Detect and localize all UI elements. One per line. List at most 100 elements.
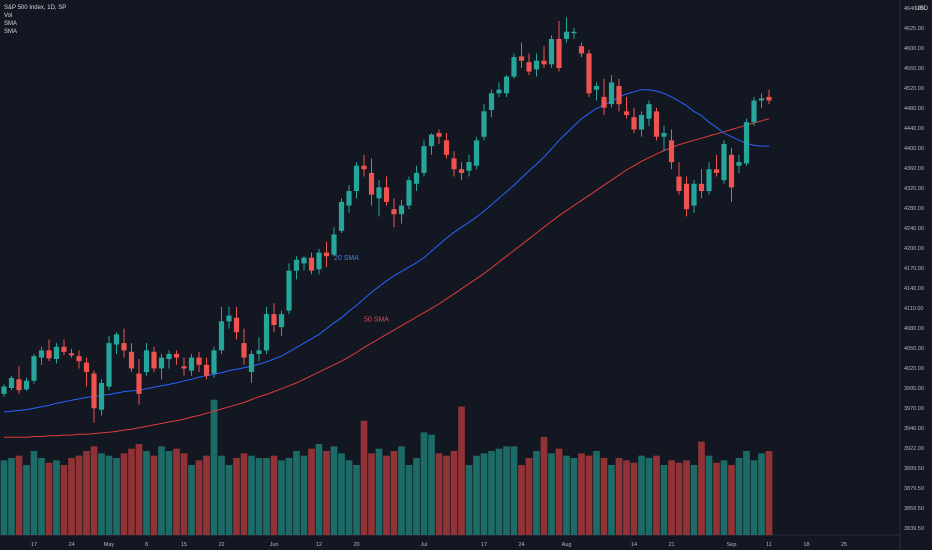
candle-body[interactable] xyxy=(668,140,675,163)
volume-bar[interactable] xyxy=(300,455,308,535)
candle-body[interactable] xyxy=(143,350,150,373)
volume-bar[interactable] xyxy=(563,455,570,535)
candle-body[interactable] xyxy=(248,353,255,373)
candle-body[interactable] xyxy=(653,111,660,137)
volume-bar[interactable] xyxy=(638,455,645,535)
candle-body[interactable] xyxy=(526,62,532,72)
candle-body[interactable] xyxy=(151,351,157,369)
volume-bar[interactable] xyxy=(23,465,30,535)
volume-bar[interactable] xyxy=(113,458,120,535)
volume-bar[interactable] xyxy=(353,465,360,535)
volume-bar[interactable] xyxy=(675,462,683,535)
volume-bar[interactable] xyxy=(240,453,248,535)
candle-body[interactable] xyxy=(53,346,60,360)
candle-body[interactable] xyxy=(758,98,765,101)
volume-bar[interactable] xyxy=(600,458,608,535)
candle-body[interactable] xyxy=(338,201,345,231)
candle-body[interactable] xyxy=(511,57,517,77)
candle-body[interactable] xyxy=(751,100,757,123)
volume-bar[interactable] xyxy=(443,455,450,535)
candle-body[interactable] xyxy=(713,169,720,173)
candle-body[interactable] xyxy=(683,183,690,210)
candle-body[interactable] xyxy=(473,140,480,166)
volume-bar[interactable] xyxy=(285,458,293,535)
volume-bar[interactable] xyxy=(473,455,480,535)
candle-body[interactable] xyxy=(188,357,195,371)
volume-bar[interactable] xyxy=(533,451,540,535)
volume-bar[interactable] xyxy=(323,451,330,535)
candle-body[interactable] xyxy=(271,314,277,325)
volume-bar[interactable] xyxy=(315,444,323,535)
volume-bar[interactable] xyxy=(53,460,60,535)
volume-bar[interactable] xyxy=(510,446,518,535)
candle-body[interactable] xyxy=(548,38,555,65)
legend-sma-2[interactable]: SMA xyxy=(4,29,18,35)
candle-body[interactable] xyxy=(503,76,510,94)
candle-body[interactable] xyxy=(316,252,322,270)
candle-body[interactable] xyxy=(226,315,232,322)
candle-body[interactable] xyxy=(421,146,427,173)
volume-bar[interactable] xyxy=(750,460,758,535)
candle-body[interactable] xyxy=(1,386,7,394)
volume-bar[interactable] xyxy=(585,455,593,535)
candle-body[interactable] xyxy=(593,86,600,90)
candle-body[interactable] xyxy=(331,234,337,255)
candle-body[interactable] xyxy=(158,357,165,369)
candle-body[interactable] xyxy=(728,154,735,188)
volume-bar[interactable] xyxy=(188,465,195,535)
volume-bar[interactable] xyxy=(308,448,315,535)
candle-body[interactable] xyxy=(68,353,75,356)
volume-bar[interactable] xyxy=(713,462,720,535)
candle-body[interactable] xyxy=(488,93,495,110)
candle-body[interactable] xyxy=(128,351,135,369)
volume-bar[interactable] xyxy=(83,451,90,535)
volume-bar[interactable] xyxy=(518,465,525,535)
candle-body[interactable] xyxy=(586,53,592,94)
volume-bar[interactable] xyxy=(555,448,563,535)
volume-bar[interactable] xyxy=(263,458,270,535)
candle-body[interactable] xyxy=(256,350,262,354)
candle-body[interactable] xyxy=(293,259,300,271)
sma-50-line[interactable] xyxy=(4,118,770,438)
candle-body[interactable] xyxy=(98,382,105,410)
candle-body[interactable] xyxy=(241,343,247,358)
volume-bar[interactable] xyxy=(368,453,375,535)
volume-bar[interactable] xyxy=(375,448,383,535)
legend-sma-1[interactable]: SMA xyxy=(4,21,18,27)
candle-body[interactable] xyxy=(106,343,112,387)
volume-bar[interactable] xyxy=(398,446,405,535)
volume-bar[interactable] xyxy=(383,455,390,535)
candle-body[interactable] xyxy=(121,343,127,351)
candle-body[interactable] xyxy=(211,350,217,374)
volume-bar[interactable] xyxy=(548,453,555,535)
volume-bar[interactable] xyxy=(195,460,203,535)
candle-body[interactable] xyxy=(76,356,82,362)
volume-bar[interactable] xyxy=(60,465,68,535)
volume-bar[interactable] xyxy=(165,451,173,535)
volume-bar[interactable] xyxy=(450,451,458,535)
volume-bar[interactable] xyxy=(465,465,473,535)
volume-bar[interactable] xyxy=(743,451,750,535)
candle-body[interactable] xyxy=(496,89,502,94)
volume-bar[interactable] xyxy=(203,455,210,535)
candle-body[interactable] xyxy=(91,373,97,409)
volume-bar[interactable] xyxy=(413,458,420,535)
candle-body[interactable] xyxy=(466,162,472,171)
volume-bar[interactable] xyxy=(728,465,735,535)
candle-body[interactable] xyxy=(31,356,37,381)
candle-body[interactable] xyxy=(376,187,382,199)
volume-bar[interactable] xyxy=(540,437,548,535)
candle-body[interactable] xyxy=(436,133,442,137)
candle-body[interactable] xyxy=(743,122,750,164)
candle-body[interactable] xyxy=(113,334,120,345)
candle-body[interactable] xyxy=(533,60,540,70)
candle-body[interactable] xyxy=(398,205,405,215)
legend-volume[interactable]: Vol xyxy=(4,13,13,19)
candle-body[interactable] xyxy=(38,350,45,358)
candle-body[interactable] xyxy=(46,350,52,359)
sma-20-line[interactable] xyxy=(3,89,769,413)
volume-bar[interactable] xyxy=(683,460,690,535)
candle-body[interactable] xyxy=(518,56,525,61)
